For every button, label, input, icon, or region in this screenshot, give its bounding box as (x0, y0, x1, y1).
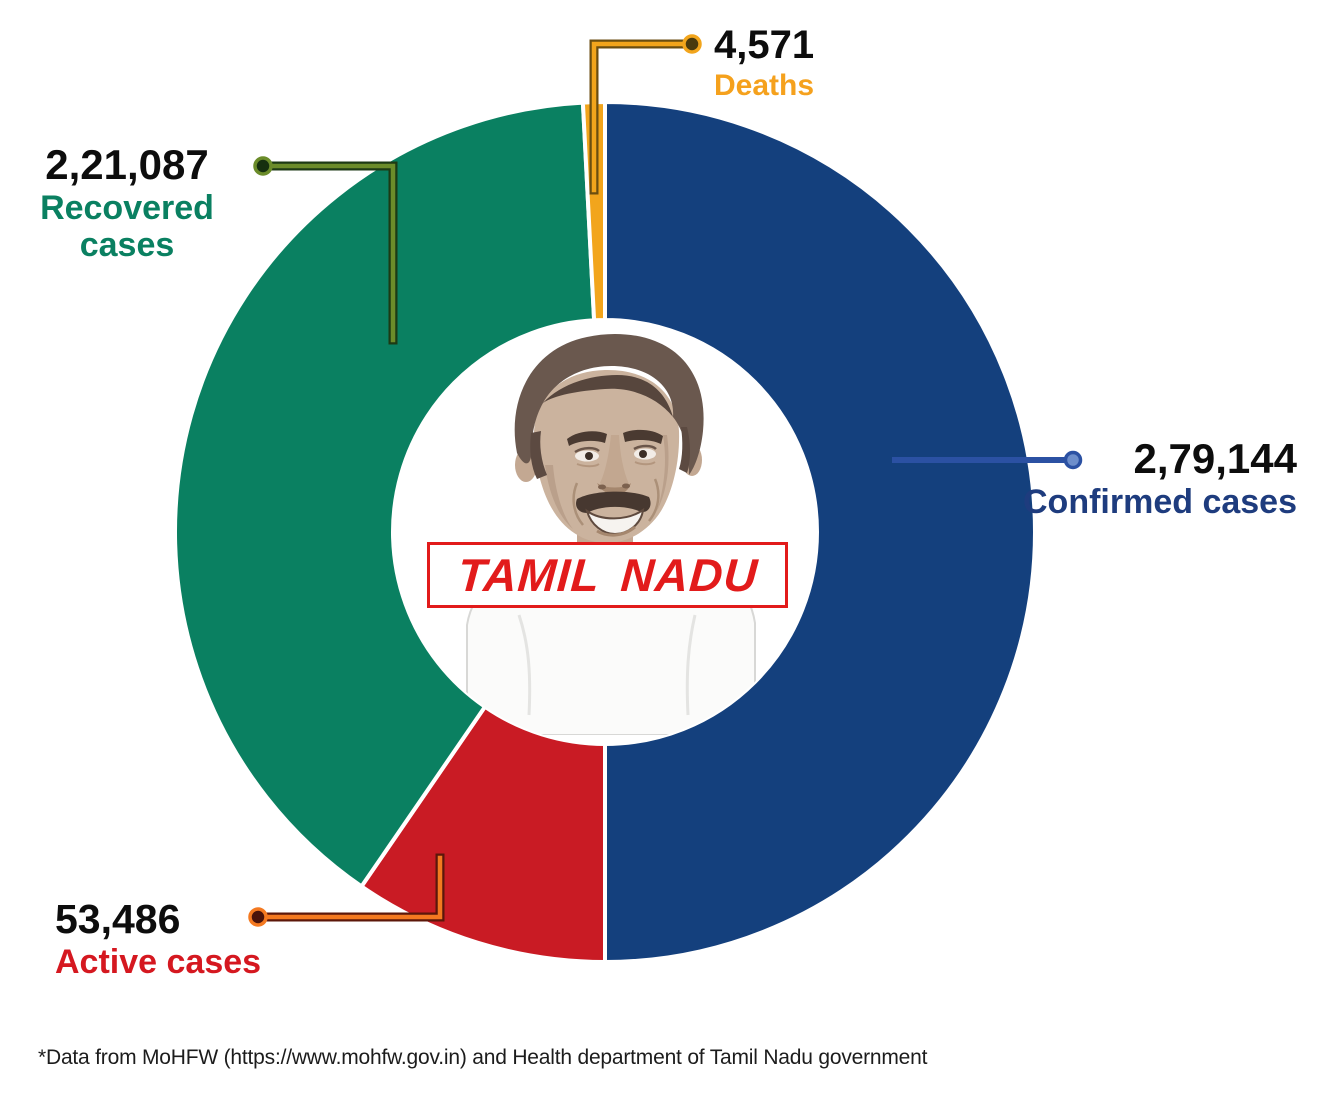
portrait-sideburn-right (679, 427, 690, 473)
portrait-brow-right (623, 429, 663, 444)
portrait-nostril-right (622, 483, 630, 489)
recovered-value: 2,21,087 (45, 141, 209, 188)
portrait-shirt-fold (517, 614, 532, 716)
portrait-nostril-left (598, 484, 606, 490)
portrait-eyelid-left (574, 446, 600, 454)
portrait-brow-left (567, 431, 607, 446)
portrait-iris-right (639, 450, 647, 458)
leader-confirmed-cases (892, 450, 1083, 470)
leader-recovered-cases (253, 156, 398, 345)
portrait-hairline (543, 375, 673, 417)
portrait-undereye-right (634, 461, 656, 466)
label-deaths: 4,571 Deaths (714, 24, 814, 102)
label-confirmed: 2,79,144 Confirmed cases (995, 435, 1298, 522)
active-caption: Active cases (55, 943, 262, 982)
portrait-mustache (576, 491, 651, 513)
deaths-caption: Deaths (714, 69, 815, 102)
leader-deaths (589, 34, 702, 195)
portrait-hair (514, 333, 704, 475)
portrait-smile-fold (572, 482, 584, 526)
tamil-nadu-banner: TAMIL NADU (427, 542, 788, 608)
portrait-iris-left (585, 452, 593, 460)
portrait-sideburn-left (530, 431, 547, 479)
recovered-caption: Recovered cases (40, 189, 214, 265)
portrait-undereye-left (576, 463, 600, 468)
leader-dot (253, 156, 273, 176)
portrait-nose (600, 435, 629, 489)
portrait-smile-fold (648, 478, 660, 522)
portrait-shirt-fold (685, 614, 697, 716)
label-recovered: 2,21,087 Recovered cases (4, 141, 250, 265)
tamil-nadu-banner-text: TAMIL NADU (455, 549, 760, 601)
portrait-cheek-shadow (545, 465, 573, 529)
portrait-cheek-shadow (657, 435, 669, 511)
leader-dot (682, 34, 702, 54)
label-active: 53,486 Active cases (55, 896, 262, 982)
leader-active-cases (248, 853, 445, 927)
confirmed-caption: Confirmed cases (1023, 483, 1297, 522)
portrait-eyelid-right (633, 444, 657, 451)
confirmed-value: 2,79,144 (1133, 435, 1298, 482)
leader-dot (248, 907, 268, 927)
source-note: *Data from MoHFW (https://www.mohfw.gov.… (38, 1046, 928, 1069)
leader-dot (1063, 450, 1083, 470)
active-value: 53,486 (55, 896, 181, 942)
portrait-lower-lip (596, 525, 636, 537)
deaths-value: 4,571 (714, 23, 815, 67)
